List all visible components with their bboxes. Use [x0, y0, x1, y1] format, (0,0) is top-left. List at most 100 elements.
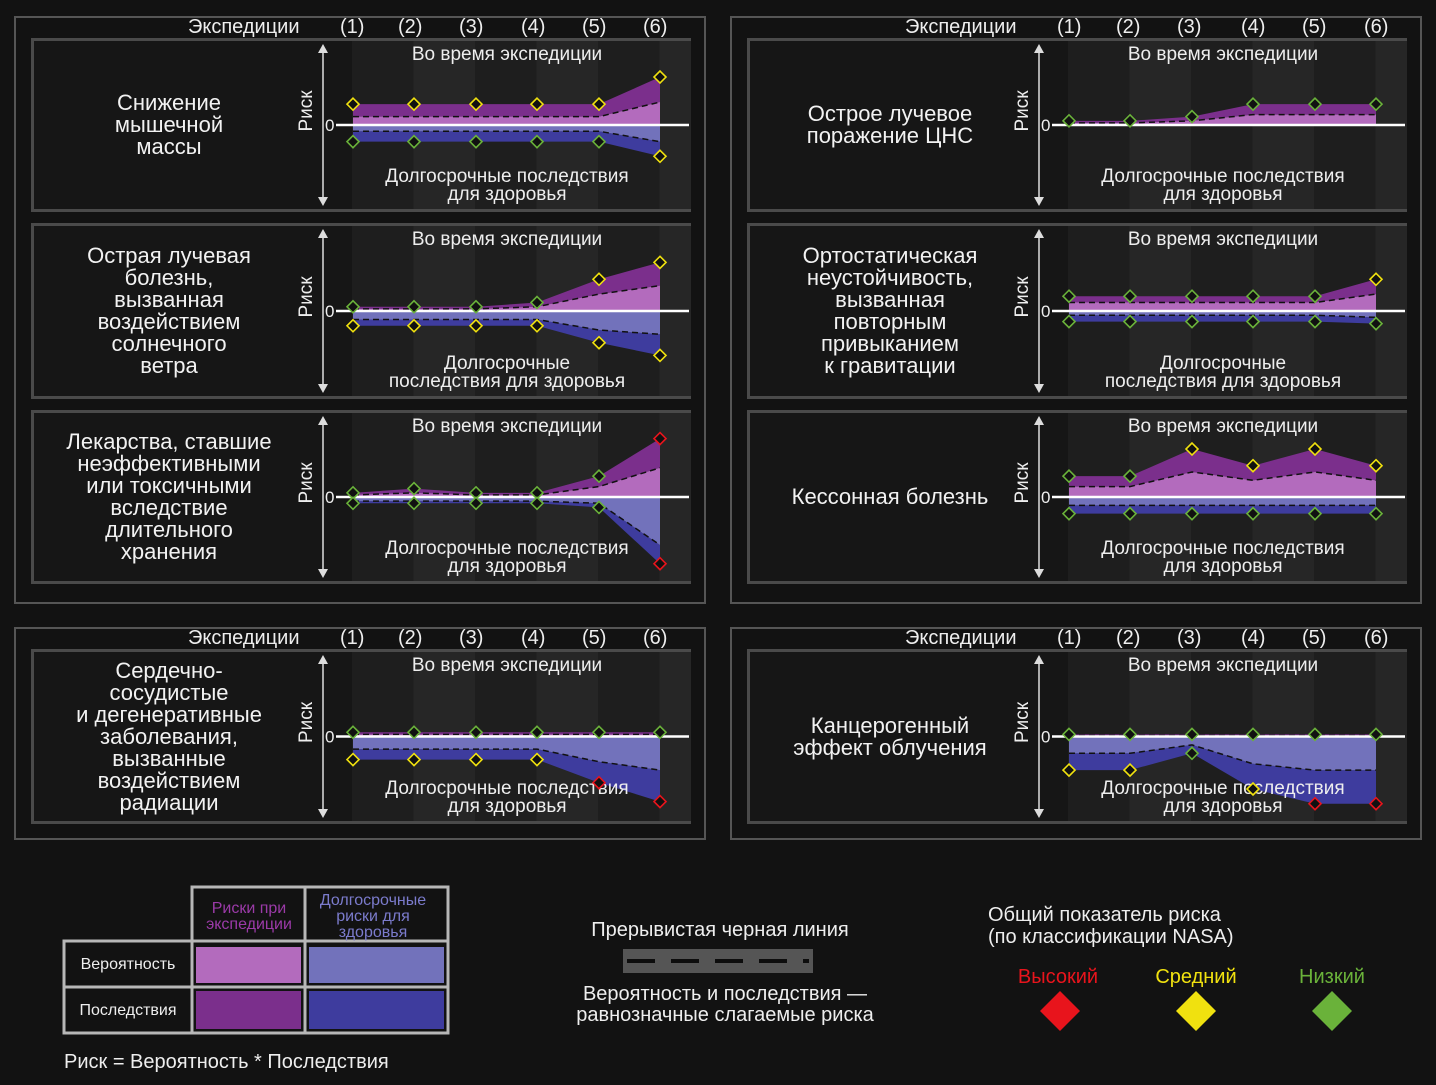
- mission-header-bottom-right: Экспедиции (1) (2) (3) (4) (5) (6): [0, 627, 1436, 653]
- legend-row-probability: Вероятность: [80, 956, 176, 973]
- risk-marker-icon: [1184, 506, 1200, 521]
- long-term-note: для здоровья: [447, 556, 566, 577]
- risk-marker-icon: [652, 794, 668, 809]
- risk-band: [1069, 315, 1376, 324]
- long-term-note: последствия для здоровья: [389, 371, 625, 392]
- risk-marker-icon: [1245, 506, 1261, 521]
- risk-marker-icon: [591, 272, 607, 287]
- header-mission-2: (2): [1116, 627, 1141, 649]
- dashed-midline: [1069, 744, 1376, 771]
- axis-arrow-up-icon: [1034, 655, 1044, 664]
- dashed-midline: [1069, 314, 1377, 319]
- axis-arrow-down-icon: [318, 197, 328, 206]
- long-term-note: для здоровья: [447, 796, 566, 817]
- top-right-group: [730, 16, 1422, 604]
- risk-band: [353, 77, 660, 117]
- legend-dash-desc: Вероятность и последствия — равнозначные…: [576, 983, 874, 1026]
- risk-marker-icon: [1122, 113, 1138, 128]
- risk-marker-icon: [1184, 109, 1200, 124]
- risk-band: [1069, 104, 1376, 123]
- chart-title: Лекарства, ставшие неэффективными или то…: [66, 429, 272, 564]
- swatch-mission-probability: [196, 947, 301, 983]
- legend-high-label: Высокий: [1017, 966, 1099, 988]
- dashed-midline: [353, 130, 661, 143]
- chart-title: Острая лучевая болезнь, вызванная воздей…: [87, 243, 251, 378]
- risk-marker-icon: [1184, 727, 1200, 742]
- axis-arrow-down-icon: [318, 569, 328, 578]
- risk-marker-icon: [345, 752, 361, 767]
- risk-marker-icon: [591, 134, 607, 149]
- risk-marker-icon: [1061, 113, 1077, 128]
- during-mission-note: Во время экспедиции: [412, 416, 602, 437]
- swatch-mission-consequences: [196, 991, 301, 1029]
- risk-band: [1069, 744, 1376, 804]
- risk-marker-icon: [1061, 314, 1077, 329]
- risk-marker-icon: [591, 97, 607, 112]
- header-mission-1: (1): [1057, 16, 1082, 38]
- diamond-high-icon: [1040, 991, 1080, 1031]
- risk-marker-icon: [406, 318, 422, 333]
- risk-marker-icon: [1122, 314, 1138, 329]
- risk-marker-icon: [1307, 506, 1323, 521]
- axis-arrow-up-icon: [1034, 229, 1044, 238]
- risk-marker-icon: [1184, 289, 1200, 304]
- risk-marker-icon: [1368, 796, 1384, 811]
- risk-marker-icon: [1245, 289, 1261, 304]
- risk-marker-icon: [468, 318, 484, 333]
- risk-marker-icon: [345, 97, 361, 112]
- dashed-midline: [353, 318, 661, 336]
- risk-marker-icon: [529, 496, 545, 511]
- dashed-midline: [1069, 113, 1376, 124]
- dashed-midline: [353, 101, 661, 118]
- diamond-medium-icon: [1176, 991, 1216, 1031]
- axis-arrow-down-icon: [318, 809, 328, 818]
- axis-zero-label: 0: [1041, 728, 1050, 747]
- risk-marker-icon: [1368, 727, 1384, 742]
- risk-marker-icon: [1122, 762, 1138, 778]
- risk-marker-icon: [1368, 97, 1384, 112]
- axis-arrow-up-icon: [318, 416, 328, 425]
- legend-dash-title: Прерывистая черная линия: [591, 919, 849, 941]
- risk-marker-icon: [468, 97, 484, 112]
- mission-header-top-left: Экспедиции (1) (2) (3) (4) (5) (6): [0, 16, 720, 42]
- risk-band: [353, 438, 660, 495]
- risk-band: [353, 102, 660, 125]
- bottom-right-group: [730, 627, 1422, 840]
- risk-marker-icon: [1368, 458, 1384, 473]
- dashed-midline: [353, 500, 661, 546]
- header-mission-1: (1): [340, 16, 365, 38]
- long-term-note: для здоровья: [1163, 556, 1282, 577]
- top-left-group: [14, 16, 706, 604]
- legend-row-consequences: Последствия: [79, 1002, 177, 1019]
- risk-marker-icon: [529, 295, 545, 310]
- risk-marker-icon: [406, 97, 422, 112]
- long-term-note: для здоровья: [1163, 796, 1282, 817]
- long-term-note: Долгосрочные последствия: [1101, 166, 1344, 187]
- axis-label-risk: Риск: [1012, 701, 1033, 743]
- risk-marker-icon: [1184, 314, 1200, 329]
- long-term-note: Долгосрочные последствия: [1101, 778, 1344, 799]
- header-mission-4: (4): [1241, 627, 1266, 649]
- header-mission-2: (2): [1116, 16, 1141, 38]
- axis-arrow-down-icon: [318, 384, 328, 393]
- legend-risk-diamonds: [1040, 991, 1352, 1031]
- risk-marker-icon: [1122, 506, 1138, 521]
- risk-marker-icon: [529, 752, 545, 767]
- chart-plot-decompression: Риск 0 Во время экспедиции Долгосрочные пос…: [1012, 413, 1407, 581]
- header-mission-5: (5): [582, 16, 607, 38]
- risk-marker-icon: [345, 134, 361, 149]
- risk-marker-icon: [1368, 316, 1384, 331]
- during-mission-note: Во время экспедиции: [1128, 44, 1318, 65]
- risk-band: [1069, 114, 1376, 125]
- risk-marker-icon: [406, 134, 422, 149]
- axis-label-risk: Риск: [296, 462, 317, 504]
- dashed-midline: [1069, 293, 1377, 304]
- axis-arrow-up-icon: [1034, 416, 1044, 425]
- dashed-midline: [352, 467, 661, 496]
- risk-marker-icon: [1245, 458, 1261, 473]
- swatch-health-probability: [309, 947, 444, 983]
- chart-plot-muscle-loss: Риск 0 Во время экспедиции Долгосрочные пос…: [296, 41, 691, 209]
- risk-marker-icon: [1061, 506, 1077, 521]
- header-mission-6: (6): [643, 627, 668, 649]
- risk-marker-icon: [468, 496, 484, 511]
